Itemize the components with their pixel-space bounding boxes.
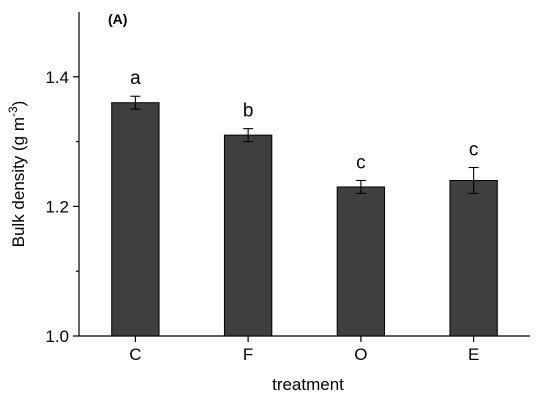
error-bars (130, 95, 479, 194)
y-axis-title-main: Bulk density (g m (9, 117, 28, 247)
y-tick-label-1: 1.2 (45, 197, 69, 216)
y-axis-title: Bulk density (g m-3) (6, 101, 28, 248)
panel-label: (A) (108, 11, 127, 27)
significance-labels: a b c c (130, 68, 478, 173)
significance-label-O: c (356, 152, 366, 173)
bar-C (111, 102, 160, 337)
significance-label-E: c (469, 140, 479, 161)
x-tick-label-F: F (243, 345, 253, 364)
y-tick-label-0: 1.0 (45, 327, 69, 346)
bar-E (449, 179, 498, 337)
x-tick-label-O: O (354, 345, 367, 364)
y-axis-title-superscript: -3 (6, 106, 20, 117)
y-axis-title-suffix: ) (9, 101, 28, 107)
significance-label-F: b (243, 101, 254, 122)
bars (111, 102, 498, 337)
y-tick-label-2: 1.4 (45, 68, 69, 87)
x-axis-title: treatment (272, 375, 344, 394)
x-tick-label-C: C (129, 345, 141, 364)
y-ticks: 1.0 1.2 1.4 (45, 68, 79, 346)
bar-F (223, 134, 273, 337)
bar-O (336, 186, 386, 337)
x-tick-label-E: E (468, 345, 479, 364)
significance-label-C: a (130, 68, 141, 89)
